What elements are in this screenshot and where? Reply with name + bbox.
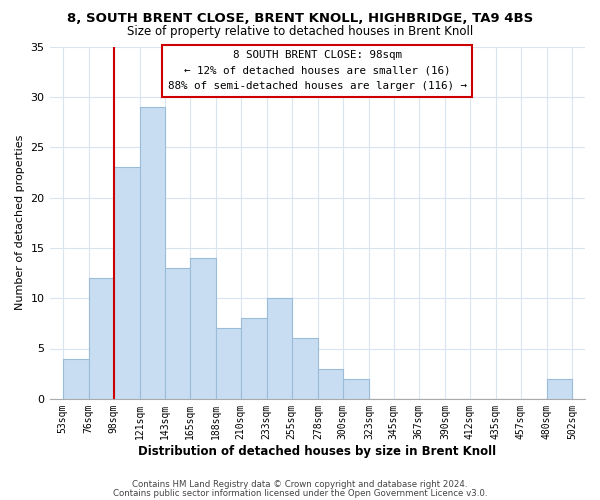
Bar — [241, 318, 267, 399]
Bar — [62, 358, 89, 399]
Text: Contains public sector information licensed under the Open Government Licence v3: Contains public sector information licen… — [113, 488, 487, 498]
Bar — [318, 368, 343, 399]
Bar — [547, 378, 572, 399]
Text: 8, SOUTH BRENT CLOSE, BRENT KNOLL, HIGHBRIDGE, TA9 4BS: 8, SOUTH BRENT CLOSE, BRENT KNOLL, HIGHB… — [67, 12, 533, 26]
Bar — [140, 107, 164, 399]
Bar — [216, 328, 241, 399]
X-axis label: Distribution of detached houses by size in Brent Knoll: Distribution of detached houses by size … — [138, 444, 496, 458]
Text: Size of property relative to detached houses in Brent Knoll: Size of property relative to detached ho… — [127, 25, 473, 38]
Bar — [190, 258, 216, 399]
Bar — [89, 278, 113, 399]
Bar — [343, 378, 369, 399]
Text: Contains HM Land Registry data © Crown copyright and database right 2024.: Contains HM Land Registry data © Crown c… — [132, 480, 468, 489]
Bar — [113, 168, 140, 399]
Text: 8 SOUTH BRENT CLOSE: 98sqm
← 12% of detached houses are smaller (16)
88% of semi: 8 SOUTH BRENT CLOSE: 98sqm ← 12% of deta… — [168, 50, 467, 91]
Bar — [164, 268, 190, 399]
Bar — [292, 338, 318, 399]
Y-axis label: Number of detached properties: Number of detached properties — [15, 135, 25, 310]
Bar — [267, 298, 292, 399]
